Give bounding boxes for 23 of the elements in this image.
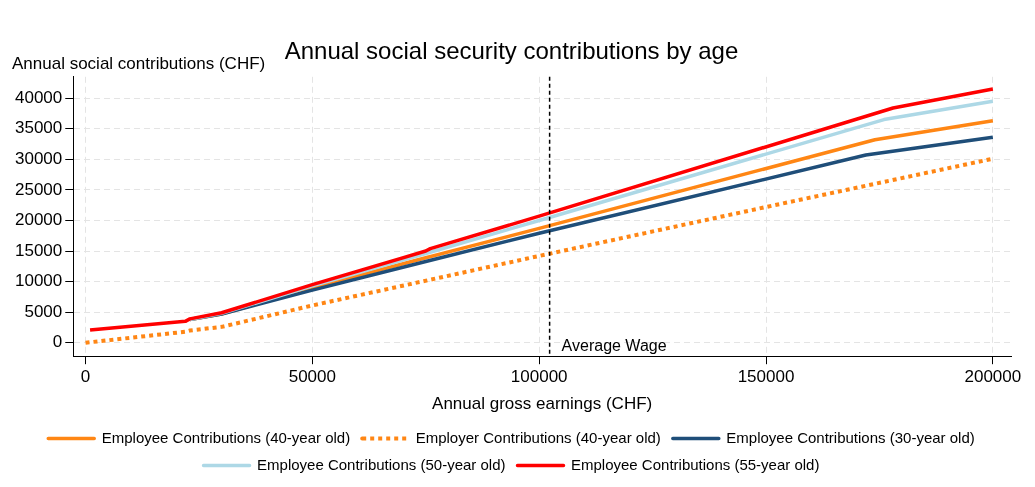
legend-label: Employee Contributions (50-year old): [257, 455, 506, 473]
y-tick-label: 20000: [14, 210, 63, 230]
x-tick-label: 0: [80, 367, 91, 387]
legend-label: Employee Contributions (30-year old): [726, 428, 975, 446]
y-tick-label: 30000: [14, 149, 63, 169]
chart-title: Annual social security contributions by age: [284, 37, 739, 65]
y-tick-label: 35000: [14, 118, 63, 138]
x-tick-label: 50000: [288, 367, 336, 387]
y-tick-label: 40000: [14, 87, 63, 107]
ref-line-label: Average Wage: [561, 336, 667, 354]
y-tick-label: 0: [52, 332, 63, 352]
x-tick-label: 100000: [510, 367, 568, 387]
y-tick-label: 15000: [14, 240, 63, 260]
x-tick-label: 200000: [964, 367, 1022, 387]
legend-label: Employer Contributions (40-year old): [415, 428, 661, 446]
y-axis-title: Annual social contributions (CHF): [12, 53, 266, 73]
y-tick-label: 25000: [14, 179, 63, 199]
x-axis-title: Annual gross earnings (CHF): [432, 394, 653, 414]
legend-label: Employee Contributions (40-year old): [101, 428, 351, 446]
x-tick-label: 150000: [737, 367, 795, 387]
y-tick-label: 10000: [14, 271, 63, 291]
legend-label: Employee Contributions (55-year old): [571, 455, 820, 473]
y-tick-label: 5000: [24, 301, 63, 321]
